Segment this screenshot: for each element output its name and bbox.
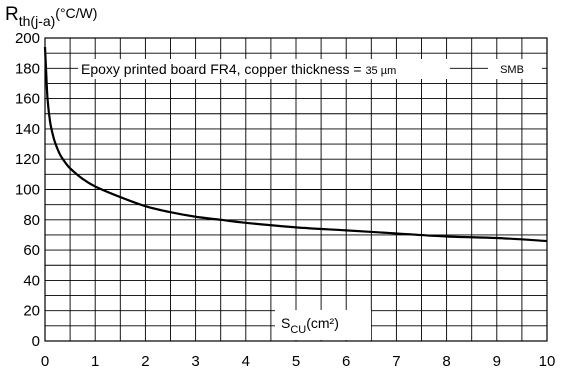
x-tick-label: 0 (41, 353, 49, 370)
package-label-background (488, 59, 542, 79)
annotation-background (78, 59, 450, 79)
y-tick-label: 40 (23, 272, 40, 289)
x-tick-label: 9 (493, 353, 501, 370)
series-line (43, 47, 548, 243)
x-tick-label: 8 (442, 353, 450, 370)
y-tick-label: 180 (15, 60, 40, 77)
x-axis-label: SCU(cm²) (281, 315, 339, 336)
y-tick-label: 100 (15, 182, 40, 199)
x-tick-label: 7 (392, 353, 400, 370)
x-tick-label: 5 (292, 353, 300, 370)
y-tick-label: 0 (32, 333, 40, 350)
y-tick-label: 80 (23, 212, 40, 229)
package-label: SMB (500, 64, 524, 76)
y-tick-label: 60 (23, 242, 40, 259)
x-axis-label-background (275, 310, 371, 340)
plot-frame (44, 37, 548, 342)
board-annotation: Epoxy printed board FR4, copper thicknes… (81, 61, 396, 77)
x-tick-label: 3 (191, 353, 199, 370)
x-tick-label: 10 (539, 353, 556, 370)
x-tick-labels: 0 1 2 3 4 5 6 7 8 9 10 (41, 353, 556, 370)
x-tick-label: 6 (342, 353, 350, 370)
x-tick-label: 4 (242, 353, 250, 370)
y-axis-label: Rth(j-a)(°C/W) (5, 4, 97, 29)
x-tick-label: 1 (91, 353, 99, 370)
y-tick-label: 200 (15, 30, 40, 47)
y-tick-label: 120 (15, 151, 40, 168)
grid (44, 37, 548, 342)
y-tick-label: 160 (15, 91, 40, 108)
x-tick-label: 2 (141, 353, 149, 370)
y-tick-label: 20 (23, 303, 40, 320)
y-tick-labels: 0 20 40 60 80 100 120 140 160 180 200 (15, 30, 40, 350)
y-tick-label: 140 (15, 121, 40, 138)
